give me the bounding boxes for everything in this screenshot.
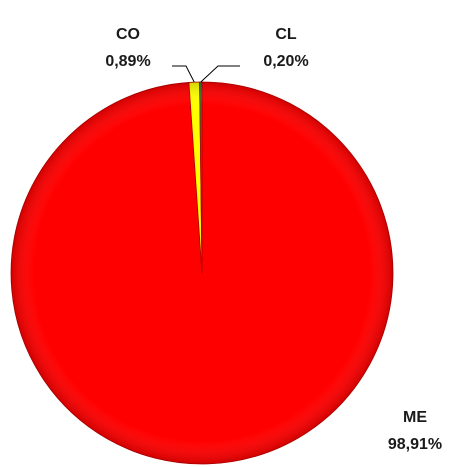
slice-label-cl-value: 0,20%	[263, 53, 308, 70]
leader-line-co	[172, 65, 195, 83]
leader-lines	[172, 65, 240, 83]
slice-label-co-value: 0,89%	[105, 53, 150, 70]
slice-label-co-category: CO	[116, 26, 140, 43]
slice-label-me-value: 98,91%	[388, 436, 442, 453]
pie-slices	[10, 81, 394, 465]
leader-line-cl	[200, 65, 240, 83]
slice-label-me-category: ME	[403, 409, 427, 426]
slice-label-cl-category: CL	[275, 26, 297, 43]
